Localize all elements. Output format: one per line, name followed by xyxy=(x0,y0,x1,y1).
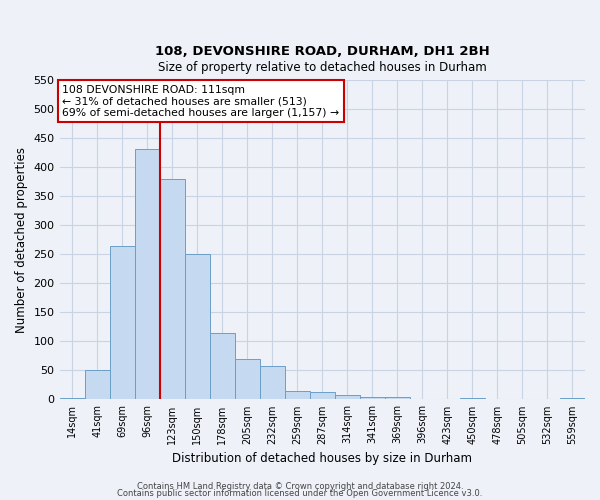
Bar xyxy=(260,366,285,400)
Text: Contains public sector information licensed under the Open Government Licence v3: Contains public sector information licen… xyxy=(118,489,482,498)
Bar xyxy=(460,398,485,400)
Text: Contains HM Land Registry data © Crown copyright and database right 2024.: Contains HM Land Registry data © Crown c… xyxy=(137,482,463,491)
Bar xyxy=(85,370,110,400)
Bar xyxy=(209,332,235,400)
Bar xyxy=(110,246,134,400)
X-axis label: Distribution of detached houses by size in Durham: Distribution of detached houses by size … xyxy=(172,452,472,465)
Bar xyxy=(235,359,260,400)
Bar xyxy=(134,148,160,400)
Y-axis label: Number of detached properties: Number of detached properties xyxy=(15,146,28,332)
Text: Size of property relative to detached houses in Durham: Size of property relative to detached ho… xyxy=(158,60,487,74)
Bar xyxy=(335,396,360,400)
Bar xyxy=(360,396,385,400)
Bar xyxy=(310,392,335,400)
Bar xyxy=(285,390,310,400)
Bar xyxy=(59,398,85,400)
Bar xyxy=(385,397,410,400)
Bar xyxy=(560,398,585,400)
Bar xyxy=(160,178,185,400)
Bar xyxy=(185,254,209,400)
Text: 108 DEVONSHIRE ROAD: 111sqm
← 31% of detached houses are smaller (513)
69% of se: 108 DEVONSHIRE ROAD: 111sqm ← 31% of det… xyxy=(62,85,339,118)
Title: 108, DEVONSHIRE ROAD, DURHAM, DH1 2BH: 108, DEVONSHIRE ROAD, DURHAM, DH1 2BH xyxy=(155,45,490,58)
